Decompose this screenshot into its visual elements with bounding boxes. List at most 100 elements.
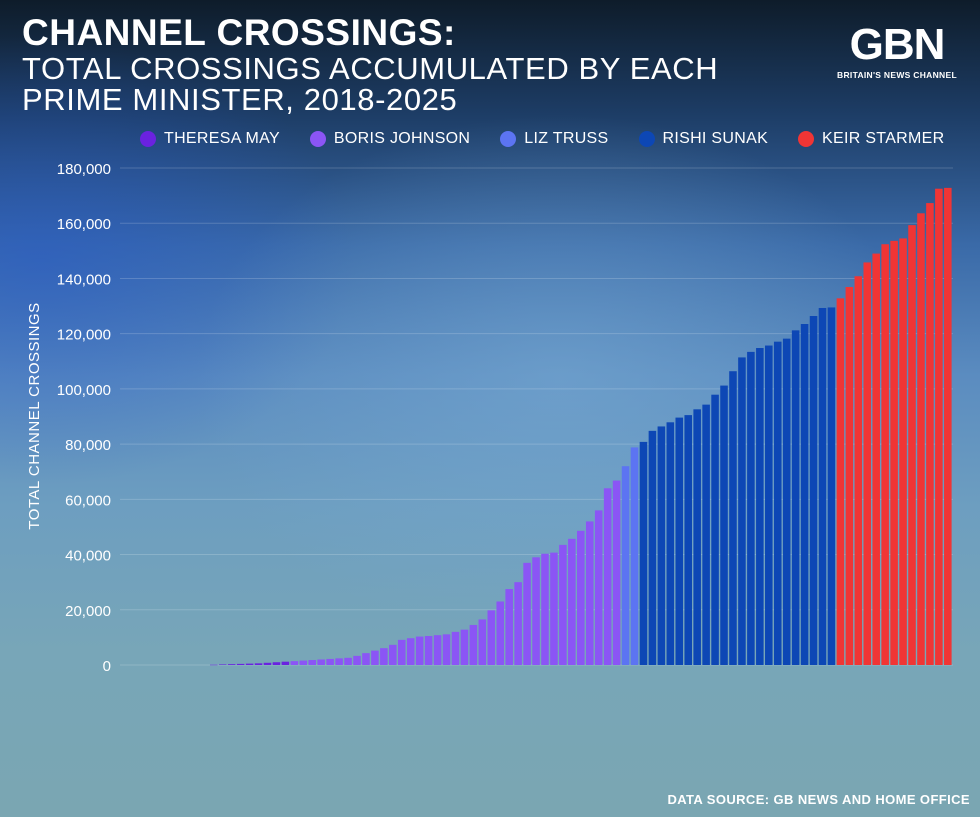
logo-mark: GBN [849, 20, 946, 69]
bar-theresa-may [236, 663, 245, 665]
legend-item-rishi-sunak: RISHI SUNAK [638, 130, 769, 148]
bar-boris-johnson [514, 582, 522, 665]
bar-boris-johnson [603, 488, 612, 665]
bar-rishi-sunak [729, 371, 737, 665]
bar-boris-johnson [478, 619, 487, 665]
legend-label: BORIS JOHNSON [333, 130, 471, 147]
bar-rishi-sunak [639, 441, 648, 665]
y-tick-label: 20,000 [65, 603, 111, 620]
bar-theresa-may [272, 662, 281, 665]
bar-boris-johnson [496, 601, 505, 665]
bar-rishi-sunak [684, 415, 692, 665]
y-tick-label: 60,000 [65, 492, 111, 509]
bar-keir-starmer [836, 298, 845, 665]
chart-subtitle-line2: PRIME MINISTER, 2018-2025 [22, 82, 458, 117]
bar-keir-starmer [917, 213, 925, 665]
y-tick-label: 40,000 [65, 548, 111, 565]
logo-tagline: BRITAIN'S NEWS CHANNEL [837, 70, 957, 80]
legend-label: RISHI SUNAK [662, 130, 769, 147]
bar-rishi-sunak [773, 341, 782, 665]
bar-keir-starmer [872, 253, 880, 665]
bar-keir-starmer [944, 187, 952, 665]
bar-boris-johnson [406, 638, 415, 665]
bar-boris-johnson [371, 650, 379, 665]
legend-dot [638, 131, 655, 147]
bar-rishi-sunak [782, 338, 791, 665]
bar-boris-johnson [380, 648, 388, 665]
chart-title: CHANNEL CROSSINGS: [22, 12, 456, 53]
y-tick-label: 120,000 [57, 327, 111, 344]
chart-subtitle-line1: TOTAL CROSSINGS ACCUMULATED BY EACH [22, 51, 719, 86]
bar-boris-johnson [335, 658, 343, 665]
legend-dot [309, 131, 326, 147]
y-axis-label: TOTAL CHANNEL CROSSINGS [26, 302, 43, 529]
bar-boris-johnson [451, 631, 460, 665]
legend-item-theresa-may: THERESA MAY [140, 130, 280, 148]
bar-rishi-sunak [693, 409, 701, 665]
bar-rishi-sunak [756, 348, 764, 665]
bar-boris-johnson [290, 661, 299, 665]
bar-boris-johnson [550, 552, 558, 665]
y-tick-label: 80,000 [65, 437, 111, 454]
gbn-logo: GBN BRITAIN'S NEWS CHANNEL [836, 20, 958, 81]
bar-keir-starmer [926, 203, 934, 665]
bar-rishi-sunak [711, 394, 719, 665]
bar-boris-johnson [397, 639, 406, 665]
legend-item-keir-starmer: KEIR STARMER [798, 130, 944, 148]
y-tick-label: 0 [103, 658, 111, 675]
y-tick-label: 140,000 [57, 271, 111, 288]
chart-legend: THERESA MAY BORIS JOHNSON LIZ TRUSS RISH… [140, 130, 944, 148]
bar-rishi-sunak [666, 422, 675, 665]
bar-boris-johnson [487, 610, 496, 665]
y-tick-label: 180,000 [57, 161, 111, 178]
bar-rishi-sunak [800, 324, 809, 665]
bar-keir-starmer [890, 240, 898, 665]
bar-keir-starmer [881, 244, 889, 665]
legend-item-boris-johnson: BORIS JOHNSON [309, 130, 471, 148]
bar-keir-starmer [899, 238, 907, 665]
bar-boris-johnson [532, 557, 540, 665]
bar-keir-starmer [935, 188, 943, 665]
bar-theresa-may [263, 662, 272, 665]
bar-boris-johnson [362, 653, 370, 665]
bar-boris-johnson [541, 553, 549, 665]
bar-rishi-sunak [747, 351, 755, 665]
bar-theresa-may [210, 664, 218, 666]
bar-rishi-sunak [791, 330, 800, 665]
bar-boris-johnson [577, 530, 585, 665]
bar-liz-truss [630, 447, 639, 665]
bar-theresa-may [281, 661, 290, 665]
bar-rishi-sunak [702, 404, 710, 665]
bar-rishi-sunak [818, 307, 827, 665]
bar-boris-johnson [299, 660, 308, 665]
bar-boris-johnson [460, 629, 469, 665]
bar-keir-starmer [845, 287, 854, 665]
bar-keir-starmer [854, 276, 863, 665]
legend-dot [798, 131, 815, 147]
bar-rishi-sunak [738, 357, 746, 665]
bar-boris-johnson [433, 635, 442, 665]
y-tick-label: 100,000 [57, 382, 111, 399]
bar-boris-johnson [505, 589, 513, 665]
bar-boris-johnson [559, 544, 567, 665]
bar-theresa-may [218, 664, 227, 665]
bar-boris-johnson [317, 659, 325, 665]
bar-rishi-sunak [675, 417, 684, 665]
bar-rishi-sunak [765, 345, 773, 665]
bar-boris-johnson [415, 636, 424, 665]
bar-rishi-sunak [720, 385, 728, 665]
legend-label: KEIR STARMER [822, 130, 945, 147]
legend-item-liz-truss: LIZ TRUSS [500, 130, 608, 148]
bar-boris-johnson [389, 644, 397, 665]
bar-boris-johnson [442, 634, 451, 665]
bar-boris-johnson [612, 480, 621, 665]
bar-boris-johnson [568, 538, 576, 665]
bar-rishi-sunak [827, 307, 836, 665]
bar-liz-truss [621, 466, 630, 665]
bar-boris-johnson [424, 636, 433, 665]
legend-label: LIZ TRUSS [524, 130, 609, 147]
data-source-note: DATA SOURCE: GB NEWS AND HOME OFFICE [667, 792, 970, 807]
bar-theresa-may [245, 663, 254, 665]
bar-rishi-sunak [648, 430, 657, 665]
